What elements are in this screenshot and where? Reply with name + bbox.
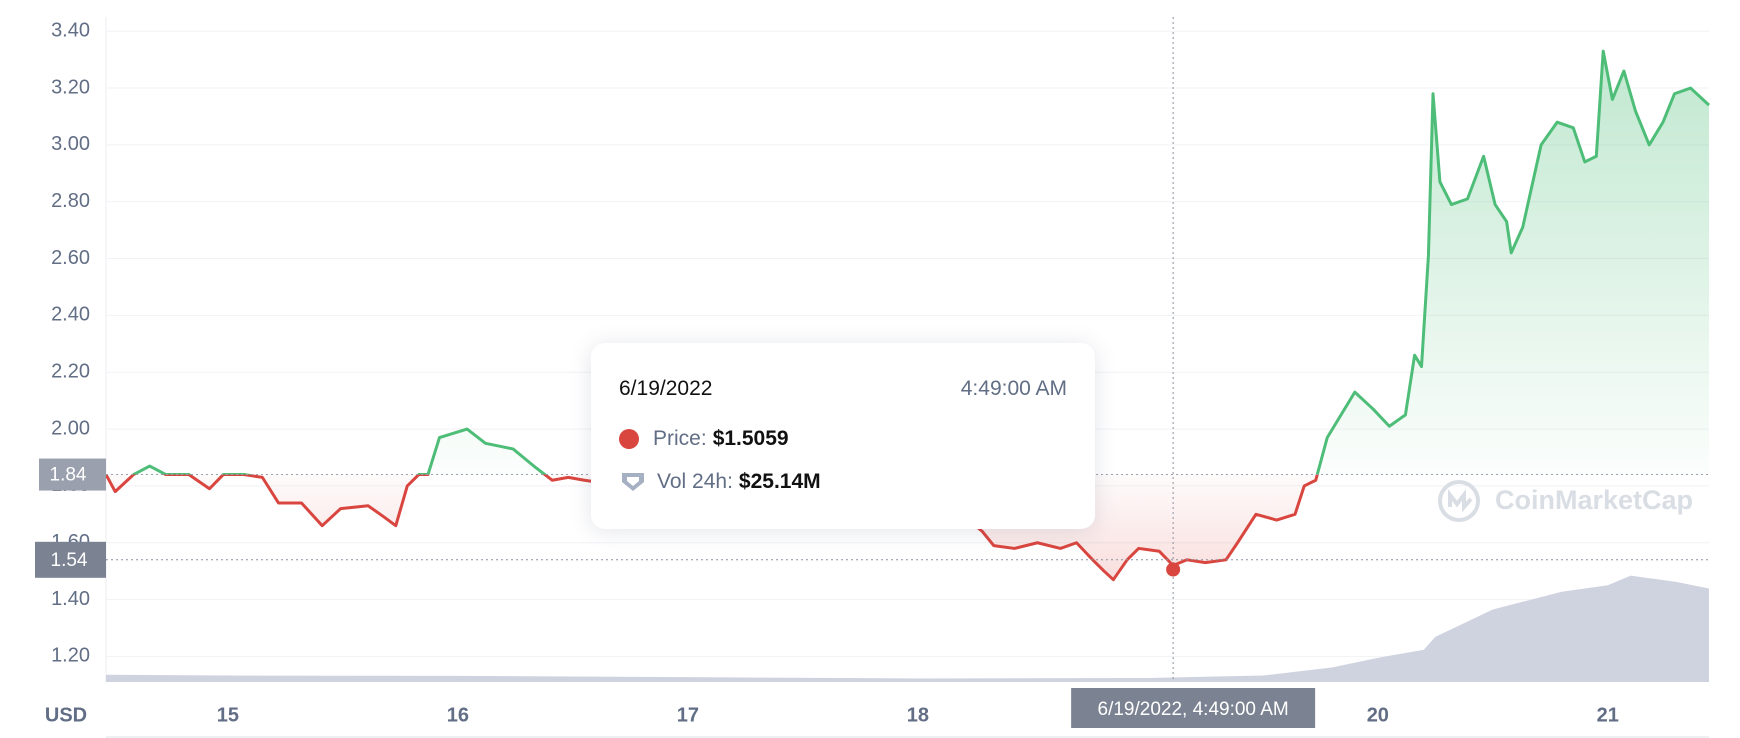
crosshair-y-box [35,541,106,578]
y-tick-label: 1.20 [51,645,90,667]
x-tick-label: 18 [907,704,929,726]
tooltip-item-value: $25.14M [738,470,821,493]
y-tick-label: 3.40 [51,19,90,41]
y-tick-label: 3.00 [51,133,90,155]
tooltip-item-value: $1.5059 [712,427,789,450]
y-tick-label: 2.40 [51,304,90,326]
x-tick-label: 21 [1597,704,1619,726]
watermark-logo [1438,480,1480,522]
y-tick-label: 2.80 [51,190,90,212]
x-tick-label: 17 [677,704,699,726]
baseline-label-box [39,458,106,491]
tooltip-volume-row: Vol 24h: $25.14M [619,470,821,494]
crosshair-x-box [1071,688,1316,728]
watermark [1438,480,1480,522]
hover-point [1166,562,1181,577]
x-tick-label: 16 [447,704,469,726]
y-tick-label: 1.40 [51,588,90,610]
crosshair-x-label: 6/19/2022, 4:49:00 AM [1098,699,1289,720]
y-tick-label: 2.00 [51,417,90,439]
y-axis-label: USD [45,704,87,726]
tooltip-item-name: Price: [653,427,707,450]
watermark-logo [1448,489,1473,513]
x-tick-label: 15 [217,704,239,726]
price-icon [619,429,639,449]
y-tick-label: 2.60 [51,247,90,269]
baseline-label: 1.84 [50,465,87,486]
y-tick-label: 2.20 [51,361,90,383]
volume-icon [622,473,644,491]
crosshair-y-label: 1.54 [51,550,88,571]
tooltip-price-row: Price: $1.5059 [619,427,789,451]
tooltip-date: 6/19/2022 [619,377,713,400]
volume-area [106,575,1709,682]
tooltip-time: 4:49:00 AM [960,377,1067,400]
y-tick-label: 3.20 [51,76,90,98]
tooltip-item-name: Vol 24h: [657,470,733,493]
x-tick-label: 20 [1367,704,1389,726]
watermark-text: CoinMarketCap [1495,485,1693,515]
tooltip: 6/19/2022 4:49:00 AM Price: $1.5059 Vol … [591,343,1095,529]
